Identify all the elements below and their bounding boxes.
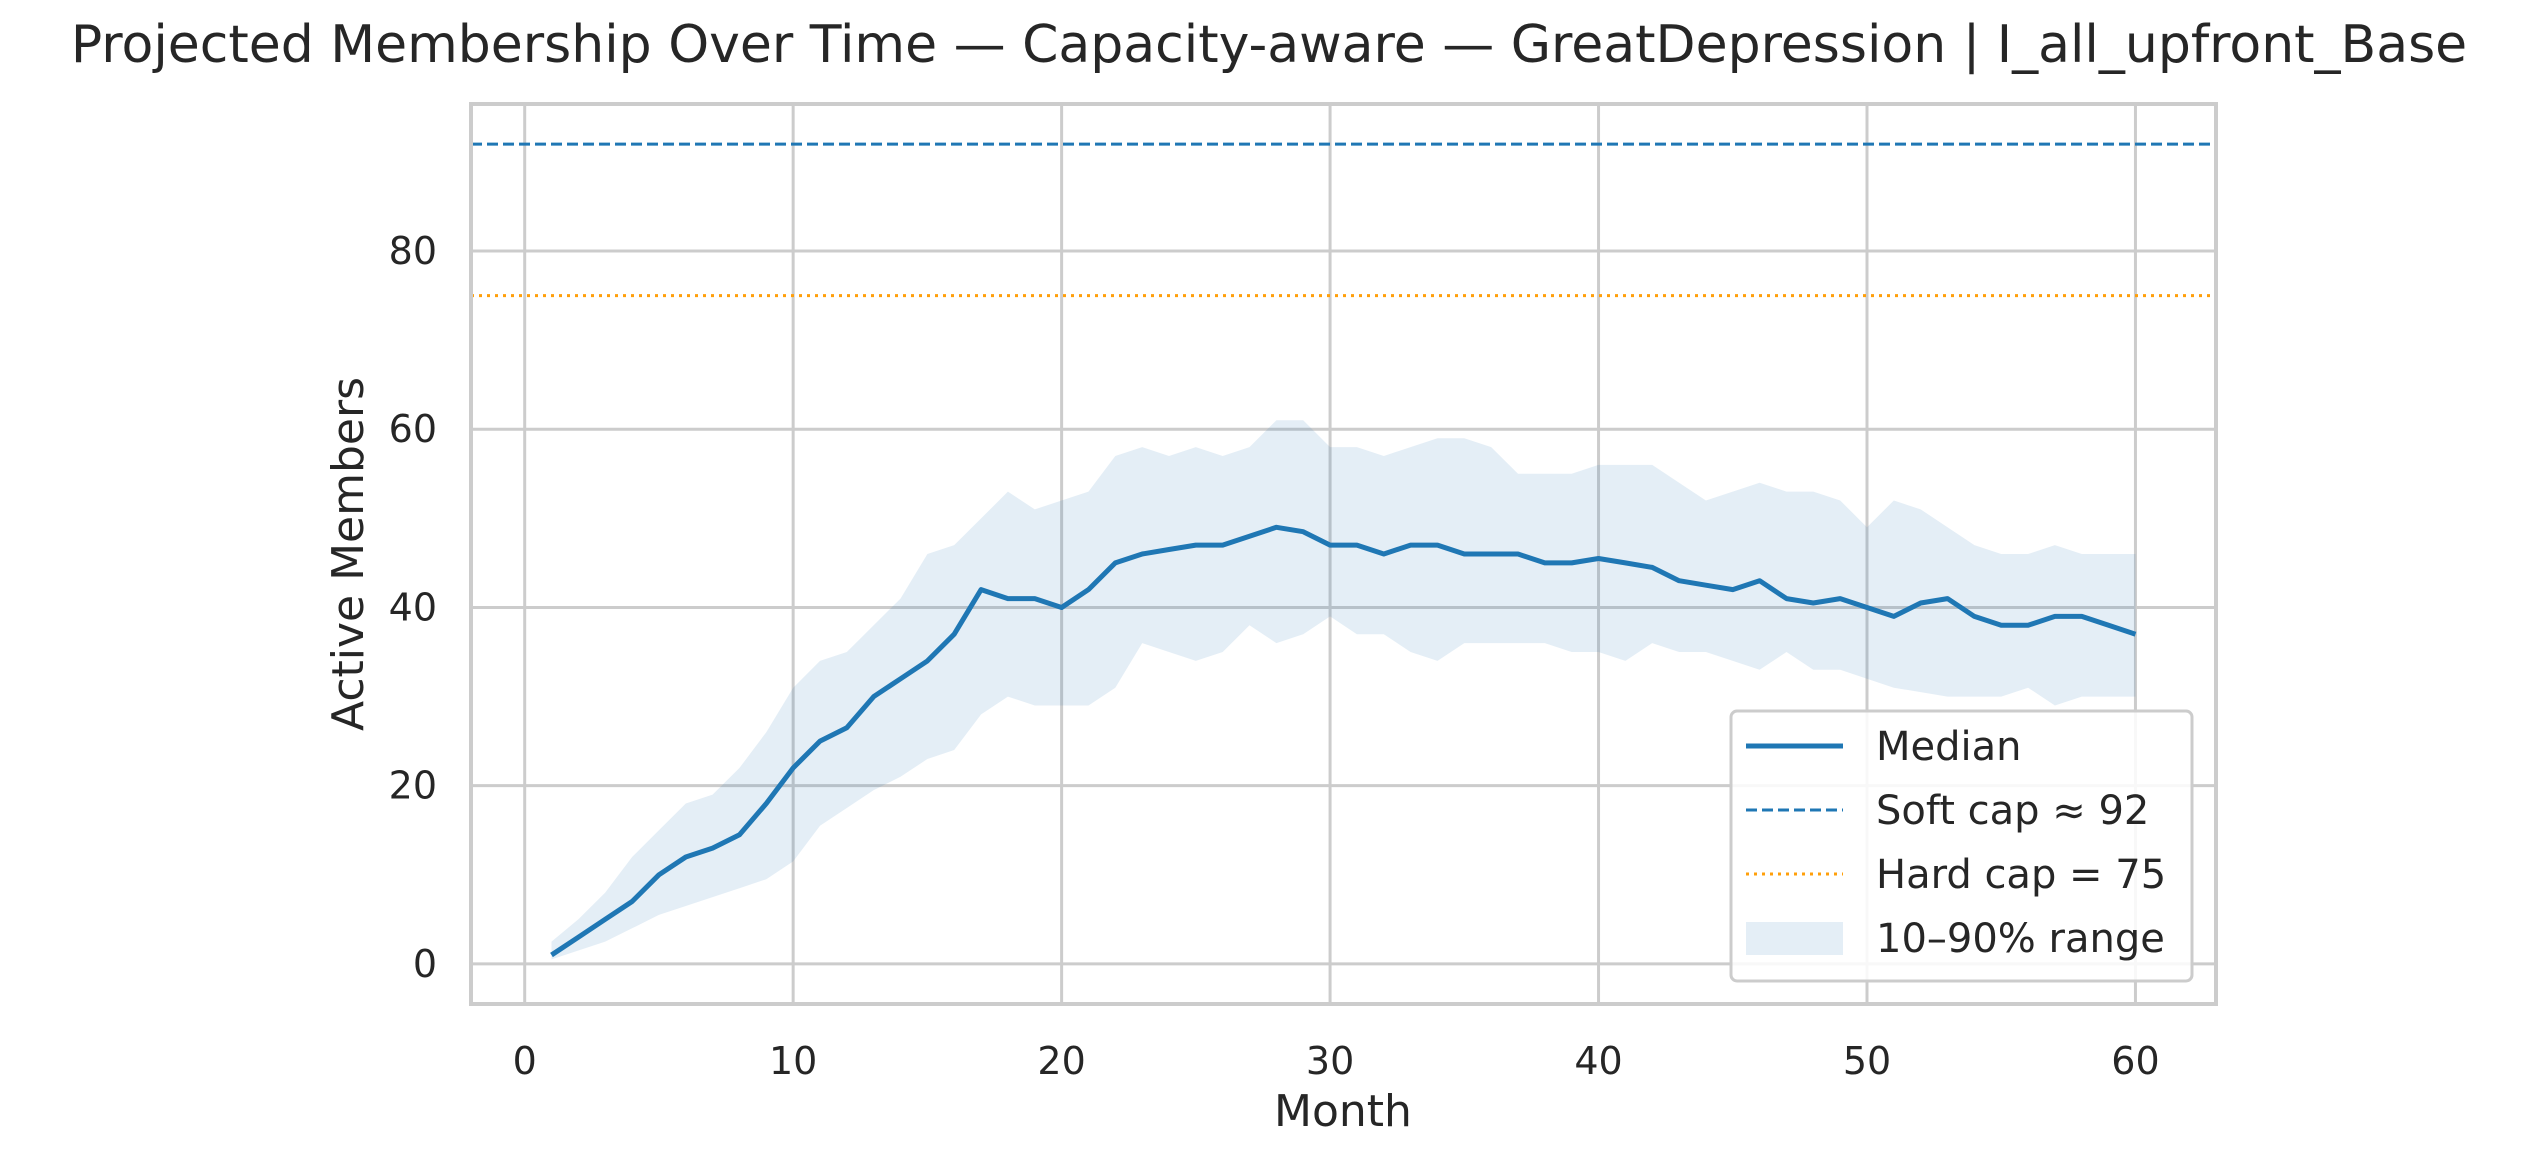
y-tick-label: 60 xyxy=(389,407,437,451)
legend-label-hard-cap: Hard cap = 75 xyxy=(1876,852,2166,898)
y-tick-label: 0 xyxy=(413,942,437,986)
x-tick-label: 60 xyxy=(2111,1039,2159,1083)
legend: Median Soft cap ≈ 92 Hard cap = 75 10–90… xyxy=(1729,709,2194,983)
legend-swatch-band xyxy=(1746,922,1843,955)
x-ticks: 0 10 20 30 40 50 60 xyxy=(513,1039,2160,1083)
x-tick-label: 50 xyxy=(1843,1039,1891,1083)
x-tick-label: 30 xyxy=(1306,1039,1354,1083)
chart-title: Projected Membership Over Time — Capacit… xyxy=(71,15,2467,75)
legend-box xyxy=(1729,709,2194,983)
series-layer xyxy=(550,524,2137,958)
y-axis-label: Active Members xyxy=(323,377,374,731)
y-tick-label: 80 xyxy=(389,229,437,273)
y-ticks: 0 20 40 60 80 xyxy=(389,229,437,986)
legend-label-median: Median xyxy=(1876,724,2022,770)
x-axis-label: Month xyxy=(1274,1086,1412,1137)
band-layer xyxy=(551,420,2136,960)
range-band xyxy=(551,420,2136,960)
legend-label-band: 10–90% range xyxy=(1876,916,2165,962)
median-line xyxy=(550,524,2137,958)
x-tick-label: 10 xyxy=(769,1039,817,1083)
x-tick-label: 0 xyxy=(513,1039,537,1083)
x-tick-label: 20 xyxy=(1037,1039,1085,1083)
x-tick-label: 40 xyxy=(1574,1039,1622,1083)
reference-lines xyxy=(471,142,2216,298)
y-tick-label: 40 xyxy=(389,585,437,629)
plot-frame xyxy=(469,102,2218,1006)
y-tick-label: 20 xyxy=(389,764,437,808)
legend-label-soft-cap: Soft cap ≈ 92 xyxy=(1876,788,2149,834)
